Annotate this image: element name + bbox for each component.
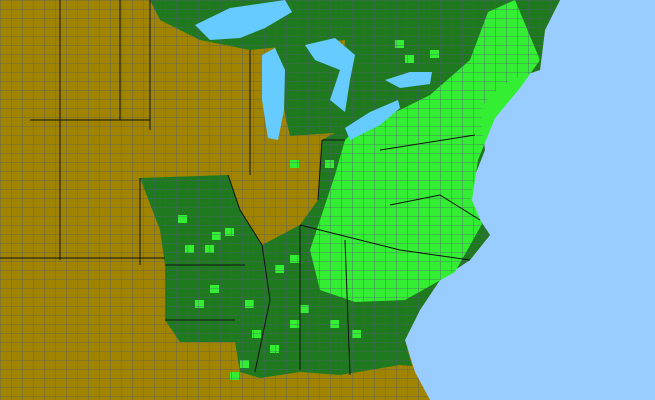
lake-ontario — [385, 72, 432, 88]
lake-huron — [305, 38, 355, 112]
lake-michigan — [262, 48, 285, 140]
state-borders — [0, 0, 481, 376]
lakes — [195, 0, 432, 140]
lake-erie — [345, 100, 400, 140]
lake-superior — [195, 0, 292, 40]
